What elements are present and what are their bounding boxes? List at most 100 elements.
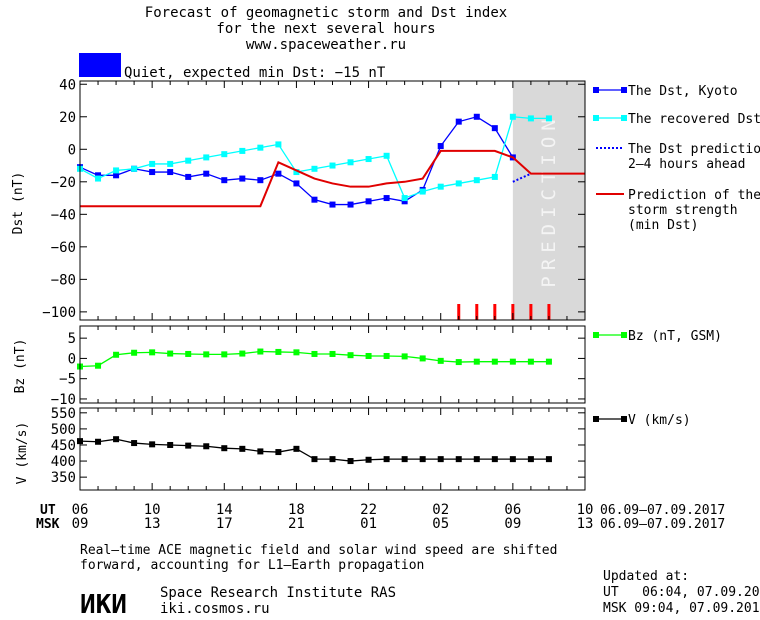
- speed-y-axis-label: V (km/s): [15, 422, 30, 485]
- dst-y-axis: 40 20 0 −20 −40 −60 −80 −100: [42, 77, 585, 321]
- dst-series-2-line: [512, 172, 532, 183]
- bz-legend: Bz (nT, GSM): [593, 329, 722, 344]
- dst-series-0-point: [455, 118, 462, 125]
- v-series-0-point: [293, 445, 300, 452]
- bz-series-0-point: [545, 358, 552, 365]
- updated-ut: UT 06:04, 07.09.2017: [603, 585, 760, 600]
- bz-series-0-point: [203, 351, 210, 358]
- v-series-0-point: [203, 443, 210, 450]
- dst-series-0-point: [491, 125, 498, 132]
- dst-legend-0-swatch-marker: [621, 87, 627, 93]
- dst-legend-3-label: storm strength: [628, 203, 738, 218]
- dst-series-0-point: [311, 196, 318, 203]
- dst-series-1-point: [167, 160, 174, 167]
- chart-title-url: www.spaceweather.ru: [246, 37, 406, 53]
- bz-y-axis: 5 0 −5 −10: [51, 331, 585, 408]
- dst-series-1-point: [275, 141, 282, 148]
- v-series-0-point: [221, 445, 228, 452]
- dst-ytick-label: −20: [51, 175, 76, 191]
- dst-series-1-point: [545, 115, 552, 122]
- updated-label: Updated at:: [603, 569, 689, 584]
- dst-series-1-line: [79, 116, 549, 199]
- dst-series-3-line: [80, 149, 585, 208]
- dst-series-0-point: [473, 113, 480, 120]
- dst-series-0-point: [365, 198, 372, 205]
- bz-series-0-point: [329, 350, 336, 357]
- v-ytick-label: 350: [51, 470, 76, 486]
- msk-tick-label: 09: [504, 516, 521, 532]
- v-series-0-point: [329, 456, 336, 463]
- v-series-0-point: [95, 438, 102, 445]
- dst-series-0-point: [95, 172, 102, 179]
- v-ytick-label: 450: [51, 438, 76, 454]
- bz-series-0-point: [509, 358, 516, 365]
- v-ytick-label: 400: [51, 454, 76, 470]
- v-series-0-point: [113, 436, 120, 443]
- v-series-0-point: [437, 456, 444, 463]
- ut-tick-label: 02: [432, 502, 449, 518]
- dst-series-1-point: [221, 151, 228, 158]
- dst-series-1-point: [527, 115, 534, 122]
- dst-series-1-point: [401, 195, 408, 202]
- footer: Real–time ACE magnetic field and solar w…: [80, 543, 760, 620]
- dst-legend-1-swatch-marker: [621, 115, 627, 121]
- dst-series-0-point: [401, 198, 408, 205]
- msk-tick-label: 13: [577, 516, 594, 532]
- bz-series-0-point: [455, 359, 462, 366]
- v-series-0-point: [527, 456, 534, 463]
- speed-series-group: [77, 436, 552, 465]
- dst-ytick-label: 0: [68, 142, 76, 158]
- dst-ytick-label: 40: [59, 77, 76, 93]
- bz-series-0-point: [473, 358, 480, 365]
- msk-tick-label: 13: [144, 516, 161, 532]
- dst-series-0-point: [257, 177, 264, 184]
- chart-header: Forecast of geomagnetic storm and Dst in…: [145, 5, 507, 53]
- v-ytick-label: 500: [51, 422, 76, 438]
- bz-series-0-point: [167, 350, 174, 357]
- dst-series-0-point: [275, 170, 282, 177]
- speed-legend: V (km/s): [593, 413, 691, 428]
- ut-tick-label: 10: [144, 502, 161, 518]
- v-series-0-point: [545, 456, 552, 463]
- bz-series-0-point: [95, 362, 102, 369]
- dst-series-1-point: [509, 113, 516, 120]
- speed-legend-0-label: V (km/s): [628, 413, 691, 428]
- msk-axis-label: MSK: [36, 517, 60, 532]
- bz-series-0-point: [257, 348, 264, 355]
- bz-plot-frame: [79, 325, 586, 404]
- v-series-0-point: [311, 456, 318, 463]
- dst-series-group: [77, 113, 585, 208]
- ut-tick-label: 22: [360, 502, 377, 518]
- bz-series-0-point: [383, 352, 390, 359]
- updated-msk: MSK 09:04, 07.09.2017: [603, 601, 760, 616]
- bz-y-axis-label: Bz (nT): [13, 339, 28, 394]
- v-series-0-point: [473, 456, 480, 463]
- dst-series-0-point: [437, 143, 444, 150]
- dst-ytick-label: −60: [51, 240, 76, 256]
- v-series-0-point: [167, 441, 174, 448]
- ut-date-range: 06.09–07.09.2017: [600, 503, 725, 518]
- bz-series-0-point: [239, 350, 246, 357]
- dst-series-1-point: [419, 188, 426, 195]
- dst-series-1-point: [491, 173, 498, 180]
- dst-series-1-point: [437, 183, 444, 190]
- ut-tick-label: 18: [288, 502, 305, 518]
- dst-series-1-point: [239, 147, 246, 154]
- dst-series-0-point: [113, 172, 120, 179]
- ut-axis-label: UT: [40, 503, 56, 518]
- dst-series-0-point: [383, 195, 390, 202]
- dst-series-1-point: [383, 152, 390, 159]
- v-series-0-point: [383, 456, 390, 463]
- v-series-0-point: [239, 445, 246, 452]
- prediction-label: PREDICTION: [538, 113, 560, 287]
- bz-legend-0-label: Bz (nT, GSM): [628, 329, 722, 344]
- bz-series-group: [77, 348, 552, 370]
- dst-panel: PREDICTION 40 20 0 −20 −40 −60 −80 −100 Dst (nT…: [11, 77, 586, 321]
- dst-series-1-point: [203, 154, 210, 161]
- dst-legend-0-swatch-marker: [593, 87, 599, 93]
- dst-series-0-point: [347, 201, 354, 208]
- dst-legend-1-label: The recovered Dst: [628, 112, 760, 127]
- dst-series-0-point: [329, 201, 336, 208]
